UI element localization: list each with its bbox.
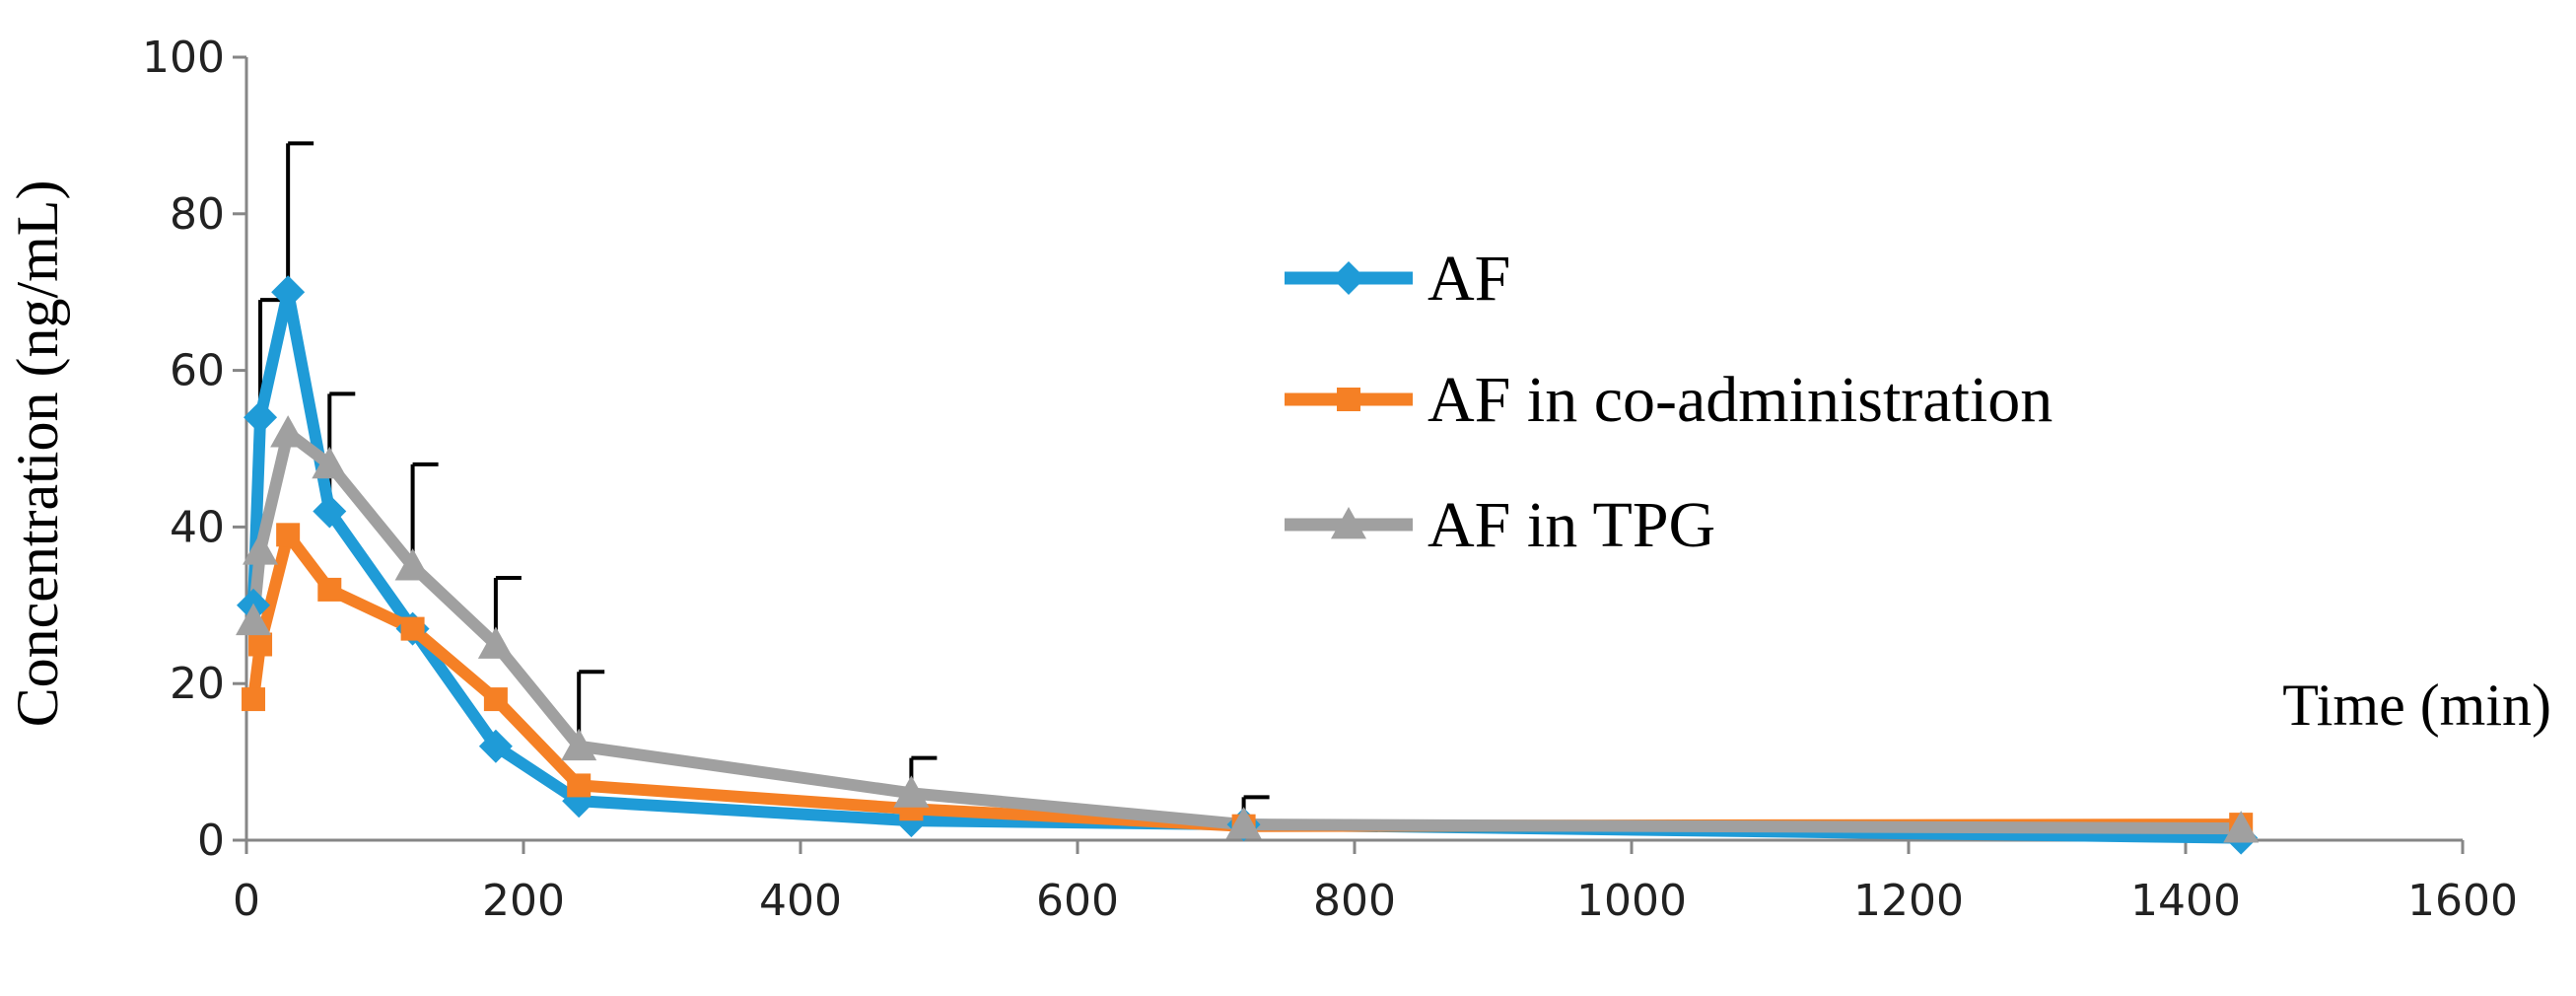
legend-swatch-marker: [1337, 388, 1360, 411]
data-point: [242, 687, 266, 712]
legend-item-af-in-co-administration: AF in co-administration: [1285, 364, 2053, 436]
data-point: [313, 494, 347, 529]
y-tick-label: 60: [170, 346, 225, 396]
x-tick-label: 1400: [2130, 876, 2241, 926]
data-point: [400, 616, 425, 641]
series-lines: [247, 286, 2242, 844]
legend: AF AF in co-administration AF in TPG: [1285, 243, 2053, 561]
data-point: [567, 773, 592, 798]
data-point: [893, 775, 930, 808]
data-point: [394, 548, 431, 581]
data-point: [270, 415, 307, 448]
data-point: [2223, 811, 2260, 843]
series-markers: [236, 275, 2260, 855]
x-tick-label: 1600: [2407, 876, 2518, 926]
x-tick-label: 400: [759, 876, 842, 926]
y-tick-label: 80: [170, 189, 225, 240]
error-bars: [258, 141, 1270, 825]
x-tick-label: 1200: [1853, 876, 1964, 926]
x-tick-label: 200: [482, 876, 565, 926]
legend-marker-icon: [1332, 261, 1365, 295]
data-point: [248, 632, 273, 657]
data-point: [483, 687, 508, 712]
legend-item-af: AF: [1285, 243, 1510, 315]
y-tick-label: 100: [142, 33, 225, 83]
data-point: [477, 626, 514, 659]
series-line-1: [247, 529, 2242, 832]
x-tick-label: 1000: [1576, 876, 1687, 926]
data-point: [271, 275, 306, 310]
legend-label: AF: [1427, 243, 1510, 315]
x-tick-label: 0: [233, 876, 260, 926]
x-tick-label: 600: [1036, 876, 1119, 926]
data-point: [478, 729, 513, 763]
legend-swatch-marker: [1332, 261, 1365, 295]
data-point: [561, 728, 597, 761]
legend-marker-icon: [1337, 388, 1360, 411]
y-tick-label: 40: [170, 502, 225, 552]
legend-label: AF in TPG: [1427, 489, 1715, 561]
y-tick-label: 20: [170, 659, 225, 709]
legend-marker-icon: [1331, 507, 1366, 539]
data-point: [243, 533, 279, 565]
x-tick-label: 800: [1313, 876, 1396, 926]
y-axis-title: Concentration (ng/mL): [5, 180, 70, 728]
data-point: [1225, 807, 1262, 839]
series-line-2: [247, 427, 2242, 835]
legend-item-af-in-tpg: AF in TPG: [1285, 489, 1715, 561]
legend-swatch-marker: [1331, 507, 1366, 539]
data-point: [312, 446, 348, 479]
legend-label: AF in co-administration: [1427, 364, 2053, 436]
data-point: [317, 577, 342, 602]
data-point: [244, 400, 278, 435]
y-tick-label: 0: [197, 816, 225, 866]
data-point: [236, 603, 272, 636]
x-axis-title: Time (min): [2282, 673, 2551, 738]
data-point: [276, 523, 301, 547]
